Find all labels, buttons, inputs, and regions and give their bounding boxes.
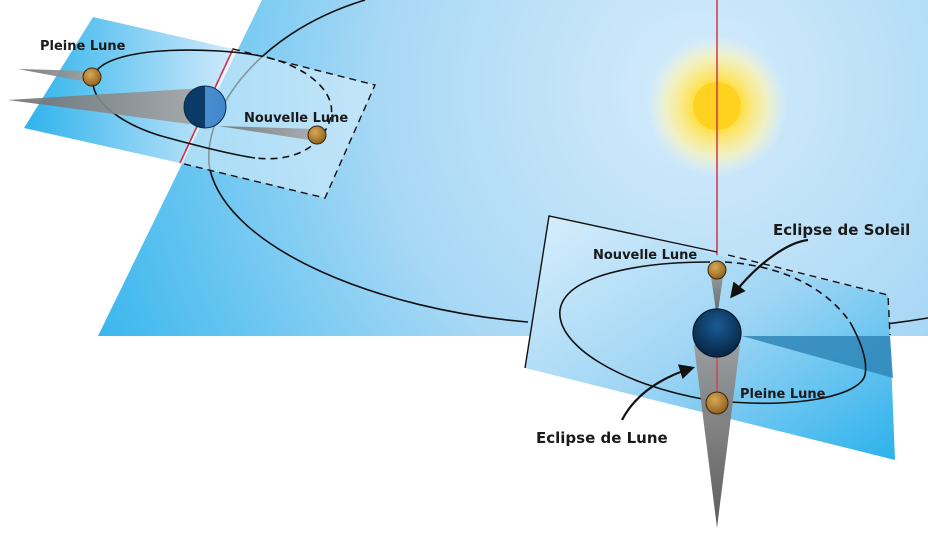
label-new-moon-left: Nouvelle Lune (244, 111, 348, 126)
earth-left (183, 85, 227, 129)
moon-full-left (82, 67, 102, 87)
solar-eclipse-arrow (730, 238, 809, 299)
moon-orbit-plane-right-dark (742, 336, 893, 378)
label-full-moon-left: Pleine Lune (40, 39, 126, 54)
moon-orbit-right-dashed (724, 261, 851, 323)
moon-orbit-plane-left (24, 17, 233, 163)
earth-right (692, 308, 742, 358)
moon-orbit-plane-right-edge (524, 215, 718, 369)
earth-shadow-right (694, 345, 740, 528)
moon-new-left (307, 125, 327, 145)
lunar-eclipse-arrow (621, 364, 695, 421)
moon-new-right (707, 260, 727, 280)
moon-orbit-right-solid (559, 261, 867, 404)
moon-shadow-full-left (18, 69, 92, 83)
label-solar-eclipse: Eclipse de Soleil (773, 221, 910, 239)
moon-shadow-new-left (218, 126, 316, 141)
label-new-moon-right: Nouvelle Lune (593, 248, 697, 263)
earth-shadow-left (8, 88, 204, 126)
moon-full-right (705, 391, 729, 415)
earth-orbit (208, 0, 529, 323)
label-lunar-eclipse: Eclipse de Lune (536, 429, 668, 447)
moon-orbit-left-dashed (254, 54, 333, 160)
moon-orbit-plane-right-dashed-edge (727, 254, 891, 336)
moon-shadow-new-right (710, 270, 724, 318)
label-full-moon-right: Pleine Lune (740, 387, 826, 402)
